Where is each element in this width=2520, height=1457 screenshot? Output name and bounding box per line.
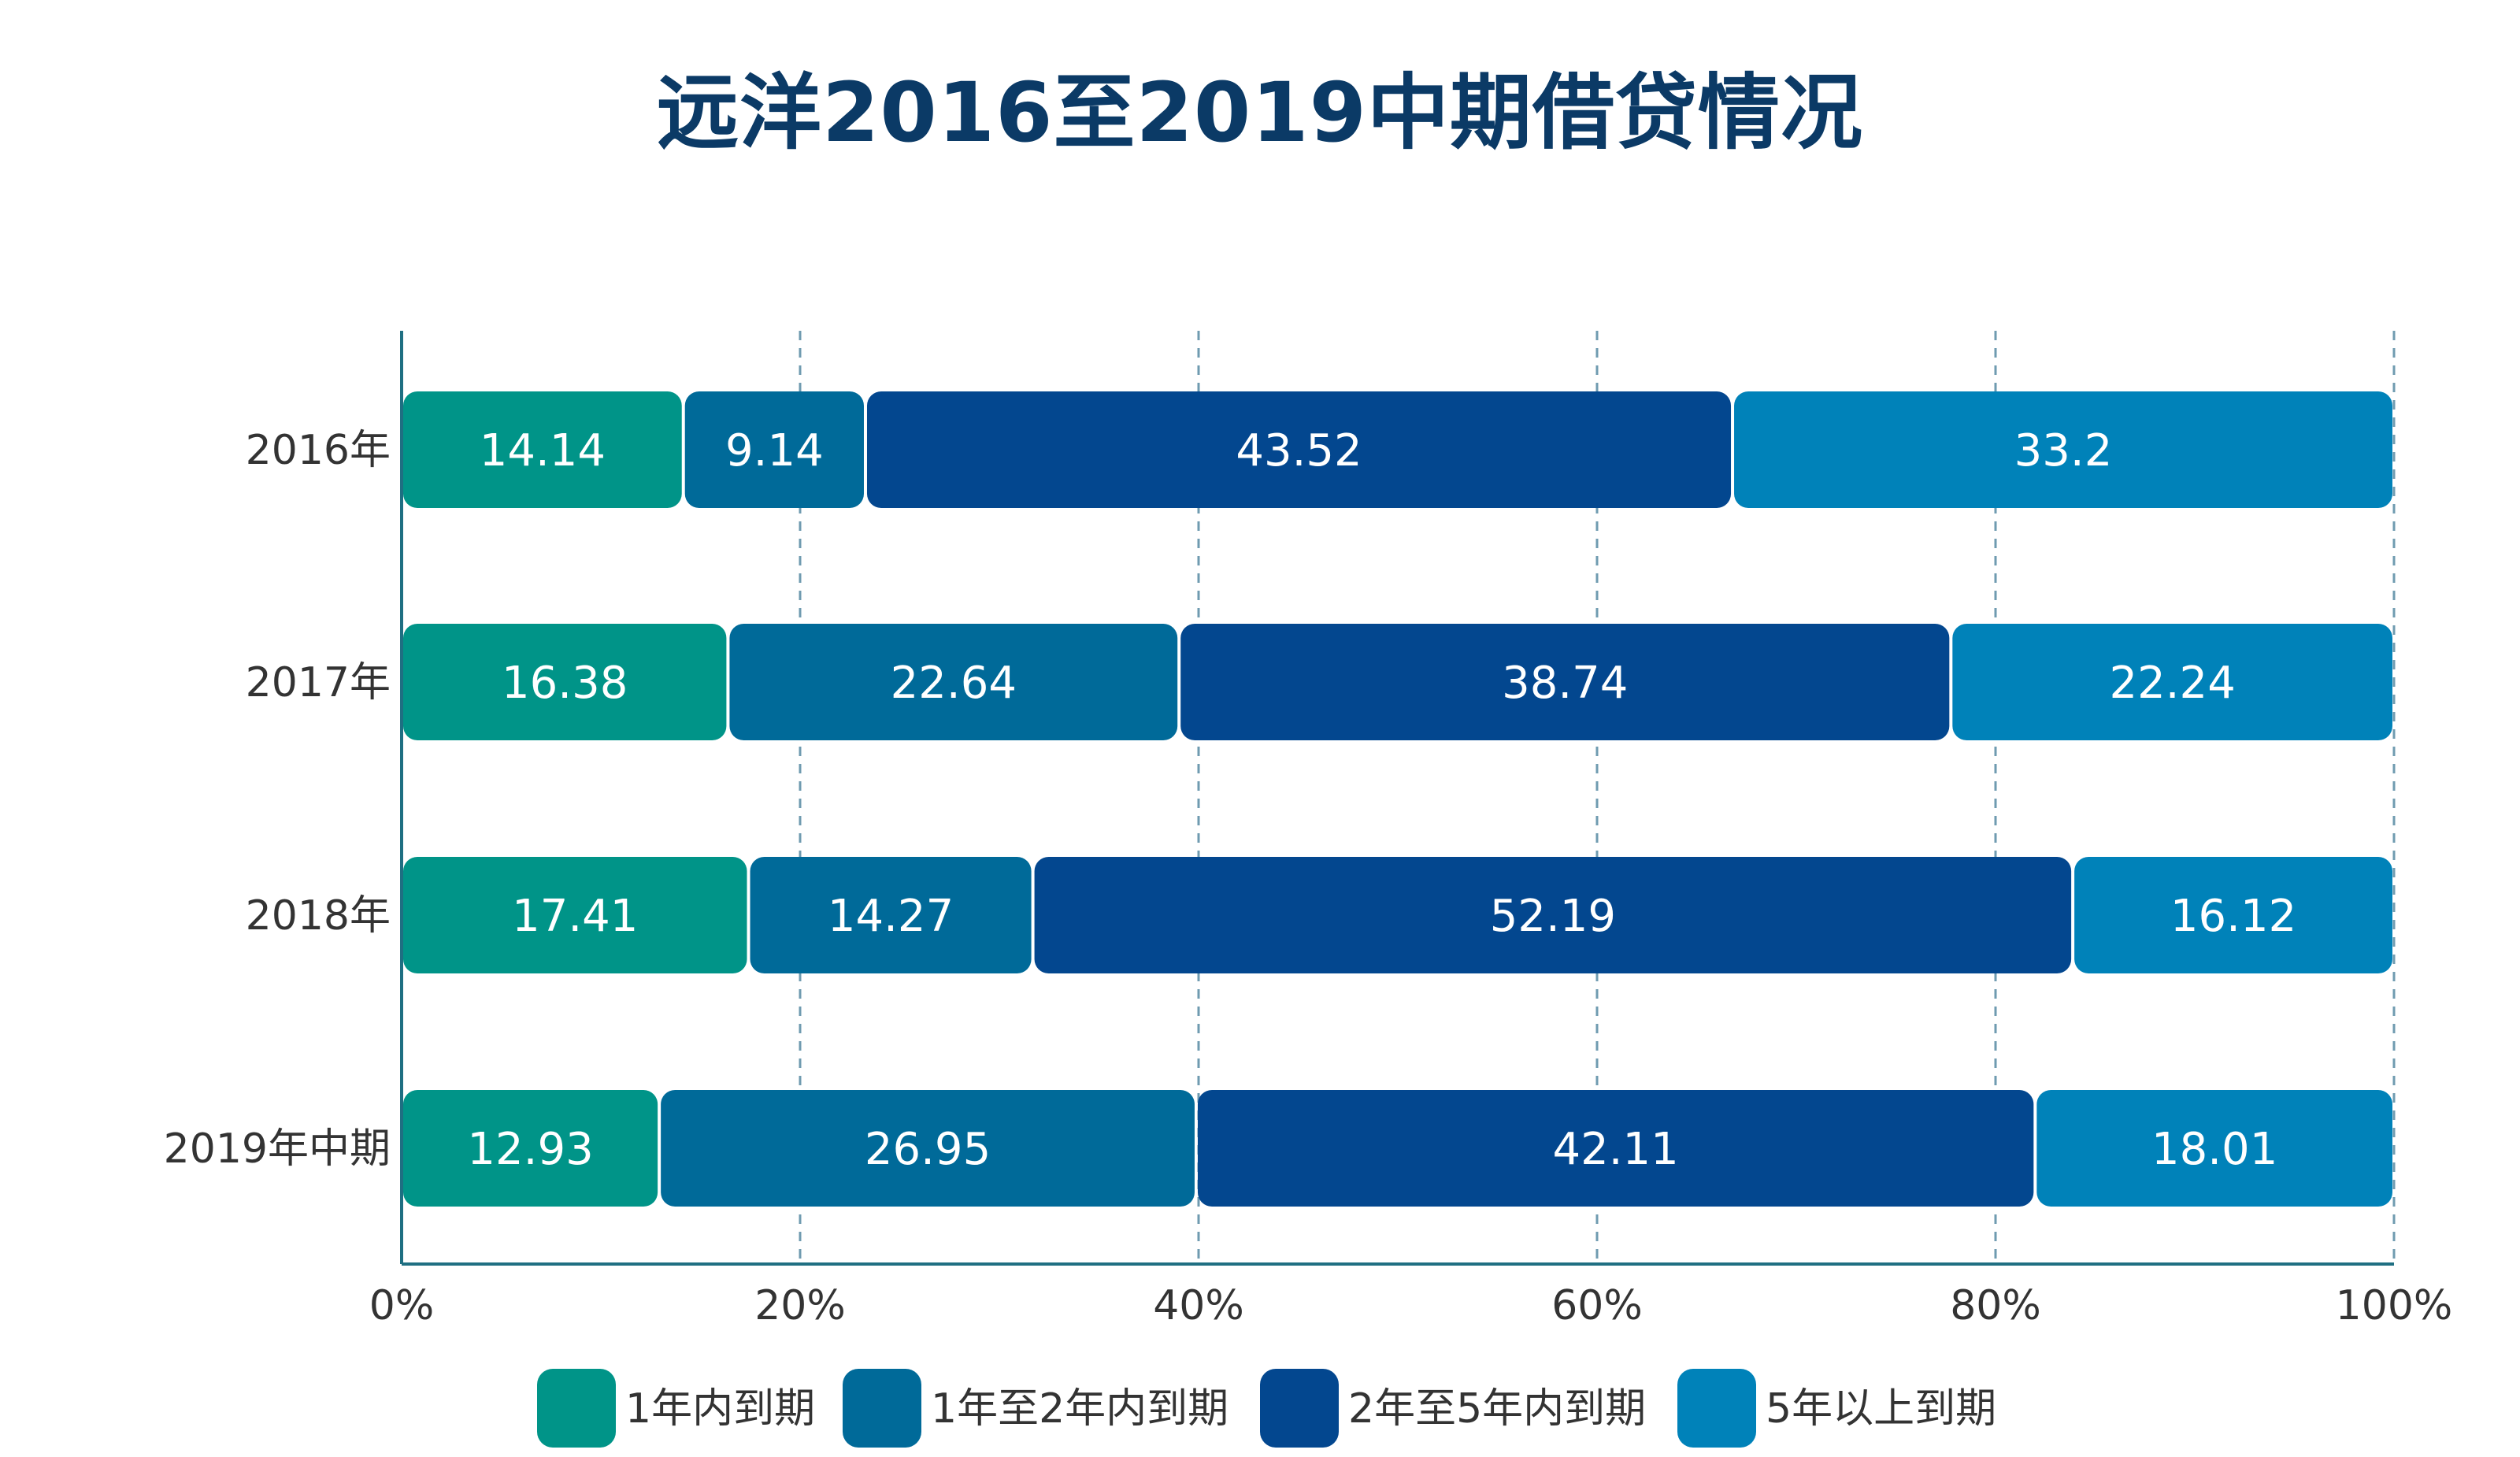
bar-segment [1734, 391, 2392, 508]
bar-segment [661, 1090, 1195, 1207]
bar-segment [403, 391, 682, 508]
bar-segment [729, 624, 1178, 740]
x-tick-label: 0% [369, 1282, 435, 1329]
x-tick-label: 40% [1153, 1282, 1244, 1329]
bar-value-label: 12.93 [467, 1124, 593, 1175]
bar-segment [1952, 624, 2392, 740]
bar-segment [1180, 624, 1950, 740]
bar-segment [684, 391, 864, 508]
category-label: 2018年 [246, 892, 391, 940]
bar-value-label: 17.41 [512, 891, 638, 942]
bar-value-label: 42.11 [1552, 1124, 1678, 1175]
legend-swatch [537, 1369, 616, 1448]
legend-swatch [843, 1369, 921, 1448]
axes: 0% 20% 40% 60% 80% 100% 2016年 2017年 2018年 2019年中期 [164, 331, 2453, 1329]
legend-label: 1年内到期 [625, 1385, 815, 1433]
legend-swatch [1260, 1369, 1339, 1448]
legend-label: 5年以上到期 [1766, 1385, 1996, 1433]
category-label: 2017年 [246, 659, 391, 706]
bar-segment [2074, 857, 2392, 973]
x-tick-label: 20% [754, 1282, 846, 1329]
bars: 14.14 9.14 43.52 33.2 16.38 22.64 38.74 22.24 17… [403, 391, 2392, 1207]
category-label: 2019年中期 [164, 1125, 391, 1173]
bar-segment [2036, 1090, 2392, 1207]
bar-value-label: 18.01 [2151, 1124, 2277, 1175]
bar-segment [1197, 1090, 2034, 1207]
legend-swatch [1677, 1369, 1756, 1448]
bar-value-label: 14.27 [828, 891, 954, 942]
bar-segment [403, 857, 747, 973]
bar-value-label: 22.64 [891, 658, 1017, 709]
bar-segment [866, 391, 1732, 508]
x-tick-label: 80% [1950, 1282, 2041, 1329]
bar-value-label: 14.14 [480, 425, 606, 476]
x-tick-label: 100% [2336, 1282, 2453, 1329]
bar-segment [1034, 857, 2072, 973]
legend-label: 1年至2年内到期 [931, 1385, 1228, 1433]
legend-label: 2年至5年内到期 [1348, 1385, 1646, 1433]
bar-value-label: 16.38 [502, 658, 628, 709]
bar-value-label: 16.12 [2170, 891, 2296, 942]
bar-value-label: 38.74 [1502, 658, 1628, 709]
bar-segment [403, 624, 727, 740]
bar-value-label: 26.95 [865, 1124, 991, 1175]
bar-value-label: 43.52 [1236, 425, 1362, 476]
legend: 1年内到期 1年至2年内到期 2年至5年内到期 5年以上到期 [537, 1369, 1996, 1448]
x-tick-label: 60% [1551, 1282, 1643, 1329]
bar-value-label: 52.19 [1490, 891, 1616, 942]
bar-value-label: 22.24 [2110, 658, 2236, 709]
bar-value-label: 33.2 [2014, 425, 2113, 476]
chart-title: 远洋2016至2019中期借贷情况 [657, 65, 1863, 161]
bar-segment [403, 1090, 658, 1207]
category-label: 2016年 [246, 427, 391, 474]
bar-segment [750, 857, 1032, 973]
bar-value-label: 9.14 [725, 425, 824, 476]
